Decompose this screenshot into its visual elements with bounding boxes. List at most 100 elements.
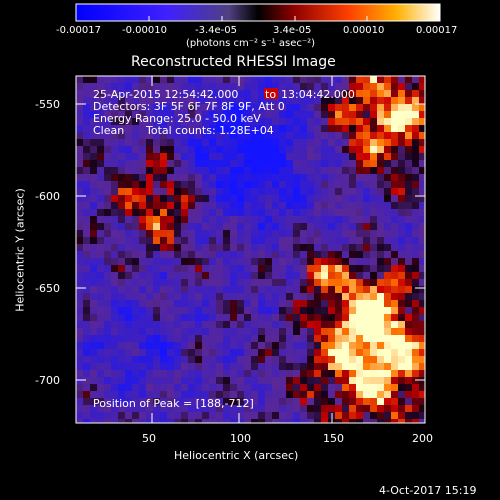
heatmap-pixel	[83, 370, 90, 377]
heatmap-pixel	[377, 223, 384, 230]
heatmap-pixel	[153, 349, 160, 356]
heatmap-pixel	[244, 195, 251, 202]
heatmap-pixel	[342, 251, 349, 258]
heatmap-pixel	[370, 419, 377, 423]
heatmap-pixel	[97, 384, 104, 391]
heatmap-pixel	[370, 377, 377, 384]
heatmap-pixel	[97, 412, 104, 419]
heatmap-pixel	[195, 181, 202, 188]
heatmap-pixel	[104, 132, 111, 139]
heatmap-pixel	[307, 146, 314, 153]
heatmap-pixel	[118, 160, 125, 167]
heatmap-pixel	[384, 251, 391, 258]
heatmap-pixel	[76, 237, 83, 244]
heatmap-pixel	[419, 405, 425, 412]
heatmap-pixel	[209, 412, 216, 419]
heatmap-pixel	[181, 125, 188, 132]
heatmap-pixel	[356, 125, 363, 132]
heatmap-pixel	[76, 223, 83, 230]
heatmap-pixel	[230, 167, 237, 174]
heatmap-pixel	[132, 139, 139, 146]
heatmap-pixel	[195, 244, 202, 251]
heatmap-pixel	[216, 237, 223, 244]
heatmap-pixel	[216, 349, 223, 356]
heatmap-pixel	[405, 370, 412, 377]
heatmap-pixel	[216, 405, 223, 412]
heatmap-pixel	[370, 293, 377, 300]
heatmap-pixel	[272, 244, 279, 251]
heatmap-pixel	[405, 146, 412, 153]
heatmap-pixel	[251, 321, 258, 328]
heatmap-pixel	[342, 335, 349, 342]
heatmap-pixel	[279, 391, 286, 398]
heatmap-pixel	[202, 195, 209, 202]
heatmap-pixel	[153, 104, 160, 111]
heatmap-pixel	[195, 293, 202, 300]
heatmap-pixel	[412, 398, 419, 405]
heatmap-pixel	[181, 258, 188, 265]
heatmap-pixel	[97, 419, 104, 423]
heatmap-pixel	[209, 286, 216, 293]
heatmap-pixel	[195, 153, 202, 160]
heatmap-pixel	[216, 97, 223, 104]
heatmap-pixel	[314, 356, 321, 363]
heatmap-pixel	[188, 209, 195, 216]
heatmap-pixel	[223, 118, 230, 125]
heatmap-pixel	[377, 237, 384, 244]
heatmap-pixel	[307, 363, 314, 370]
heatmap-pixel	[209, 174, 216, 181]
heatmap-pixel	[153, 370, 160, 377]
heatmap-pixel	[230, 223, 237, 230]
heatmap-pixel	[335, 328, 342, 335]
heatmap-pixel	[300, 146, 307, 153]
heatmap-pixel	[349, 223, 356, 230]
heatmap-pixel	[286, 202, 293, 209]
heatmap-pixel	[188, 244, 195, 251]
heatmap-pixel	[230, 307, 237, 314]
heatmap-pixel	[328, 195, 335, 202]
heatmap-pixel	[307, 335, 314, 342]
heatmap-pixel	[356, 97, 363, 104]
heatmap-pixel	[342, 363, 349, 370]
heatmap-pixel	[139, 216, 146, 223]
heatmap-pixel	[195, 356, 202, 363]
heatmap-pixel	[321, 111, 328, 118]
heatmap-pixel	[370, 272, 377, 279]
heatmap-pixel	[251, 307, 258, 314]
heatmap-pixel	[83, 377, 90, 384]
heatmap-pixel	[209, 181, 216, 188]
heatmap-pixel	[216, 300, 223, 307]
heatmap-pixel	[174, 160, 181, 167]
heatmap-pixel	[293, 328, 300, 335]
heatmap-pixel	[314, 363, 321, 370]
heatmap-pixel	[139, 300, 146, 307]
heatmap-pixel	[370, 104, 377, 111]
heatmap-pixel	[391, 83, 398, 90]
heatmap-pixel	[244, 300, 251, 307]
heatmap-pixel	[181, 111, 188, 118]
heatmap-pixel	[111, 412, 118, 419]
heatmap-pixel	[377, 188, 384, 195]
heatmap-pixel	[419, 104, 425, 111]
heatmap-pixel	[223, 300, 230, 307]
heatmap-pixel	[153, 307, 160, 314]
heatmap-pixel	[384, 111, 391, 118]
heatmap-pixel	[139, 307, 146, 314]
heatmap-pixel	[76, 328, 83, 335]
heatmap-pixel	[335, 111, 342, 118]
heatmap-pixel	[111, 384, 118, 391]
heatmap-pixel	[237, 202, 244, 209]
heatmap-pixel	[160, 76, 167, 83]
heatmap-pixel	[251, 97, 258, 104]
heatmap-pixel	[167, 328, 174, 335]
heatmap-pixel	[125, 90, 132, 97]
heatmap-pixel	[209, 104, 216, 111]
heatmap-pixel	[244, 167, 251, 174]
heatmap-pixel	[405, 83, 412, 90]
heatmap-pixel	[83, 405, 90, 412]
heatmap-pixel	[174, 363, 181, 370]
heatmap-pixel	[139, 167, 146, 174]
heatmap-pixel	[405, 307, 412, 314]
heatmap-pixel	[342, 118, 349, 125]
heatmap-pixel	[384, 181, 391, 188]
